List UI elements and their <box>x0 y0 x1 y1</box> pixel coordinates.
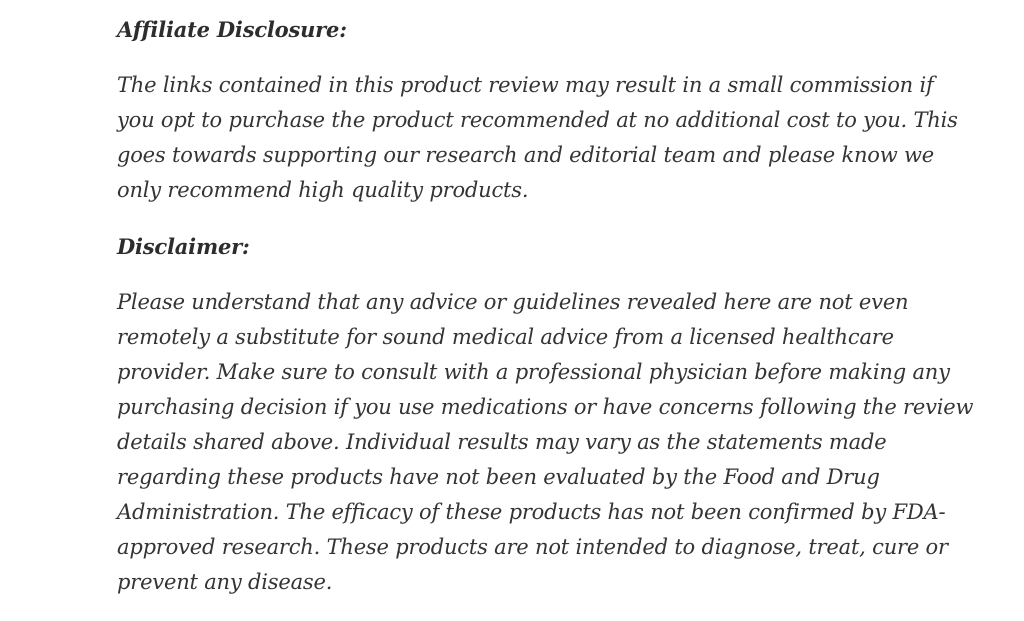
disclaimer-heading: Disclaimer: <box>117 234 250 259</box>
disclosure-section: Affiliate Disclosure: The links containe… <box>117 12 997 621</box>
disclaimer-paragraph: Please understand that any advice or gui… <box>117 290 974 594</box>
affiliate-disclosure-paragraph: The links contained in this product revi… <box>117 73 958 202</box>
affiliate-disclosure-heading: Affiliate Disclosure: <box>117 17 347 42</box>
